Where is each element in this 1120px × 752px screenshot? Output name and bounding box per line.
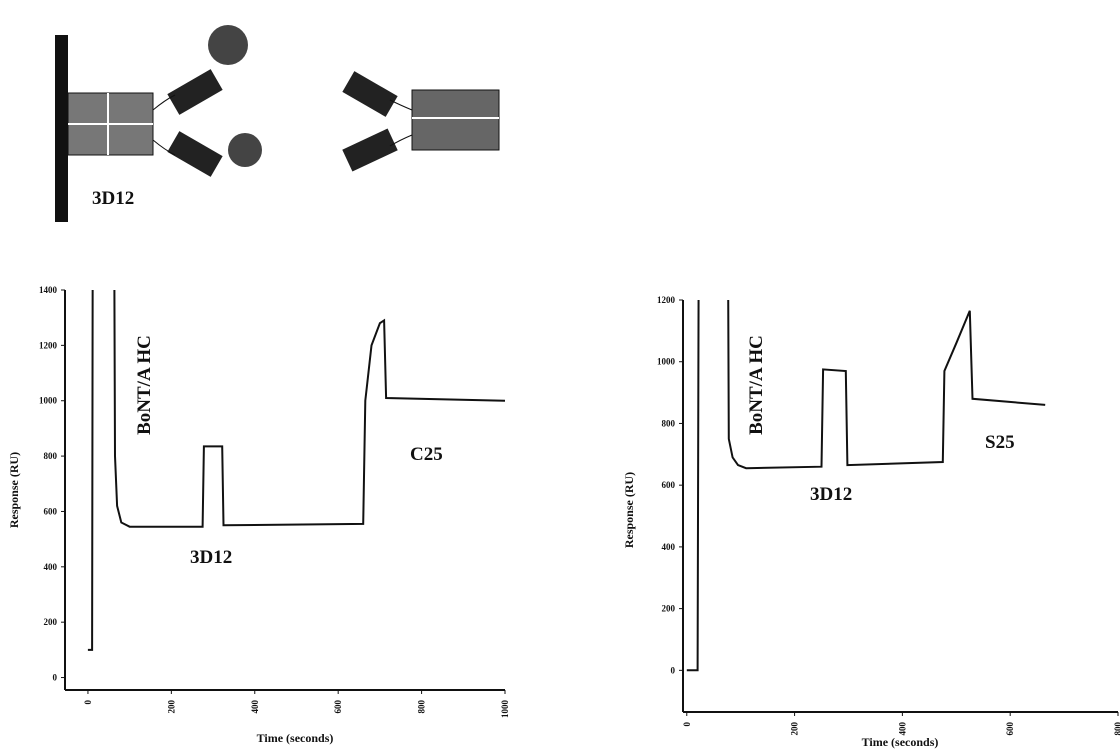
x-tick-label: 1000 bbox=[500, 700, 510, 719]
x-tick-label: 400 bbox=[250, 700, 260, 714]
hinge bbox=[152, 94, 176, 156]
annotation: 3D12 bbox=[810, 484, 852, 505]
antigen bbox=[208, 25, 248, 65]
chart: 0 200 400 600 800 1000 1200 0 200 400 600 800 Time (… bbox=[622, 295, 1120, 749]
y-tick-label: 400 bbox=[662, 542, 676, 552]
vk-domain bbox=[167, 69, 223, 115]
y-axis-label: Response (RU) bbox=[622, 472, 636, 548]
y-tick-label: 0 bbox=[671, 665, 676, 675]
y-tick-label: 800 bbox=[662, 418, 676, 428]
fc-domain bbox=[411, 89, 500, 151]
x-tick-label: 0 bbox=[682, 722, 692, 727]
x-tick-label: 800 bbox=[1113, 722, 1120, 736]
y-tick-label: 600 bbox=[662, 480, 676, 490]
antigen bbox=[228, 133, 262, 167]
antibody-diagram: 3D12 bbox=[55, 25, 500, 222]
x-axis-label: Time (seconds) bbox=[257, 731, 334, 745]
y-tick-label: 1000 bbox=[39, 396, 58, 406]
y-tick-label: 200 bbox=[44, 617, 58, 627]
annotation: 3D12 bbox=[190, 547, 232, 568]
surface bbox=[55, 35, 68, 222]
y-tick-label: 1200 bbox=[657, 295, 676, 305]
y-tick-label: 1400 bbox=[39, 285, 58, 295]
vk-domain bbox=[342, 71, 398, 117]
annotation: S25 bbox=[985, 432, 1015, 453]
x-axis-label: Time (seconds) bbox=[862, 735, 939, 749]
annotation: BoNT/A HC bbox=[134, 335, 155, 435]
annotation: BoNT/A HC bbox=[746, 335, 767, 435]
x-tick-label: 600 bbox=[1005, 722, 1015, 736]
x-tick-label: 0 bbox=[83, 700, 93, 705]
x-tick-label: 400 bbox=[897, 722, 907, 736]
y-tick-label: 800 bbox=[44, 451, 58, 461]
y-tick-label: 200 bbox=[662, 604, 676, 614]
y-tick-label: 1200 bbox=[39, 340, 58, 350]
x-tick-label: 200 bbox=[790, 722, 800, 736]
y-tick-label: 0 bbox=[53, 673, 58, 683]
x-tick-label: 600 bbox=[333, 700, 343, 714]
diagram-label: 3D12 bbox=[92, 188, 134, 209]
hinge bbox=[389, 99, 413, 147]
annotation: C25 bbox=[410, 444, 443, 465]
vk-domain bbox=[167, 131, 223, 177]
data-line bbox=[87, 290, 505, 651]
vk-domain bbox=[342, 128, 398, 172]
y-tick-label: 600 bbox=[44, 506, 58, 516]
y-tick-label: 1000 bbox=[657, 357, 676, 367]
x-tick-label: 800 bbox=[417, 700, 427, 714]
y-tick-label: 400 bbox=[44, 562, 58, 572]
x-tick-label: 200 bbox=[166, 700, 176, 714]
data-line bbox=[686, 300, 1046, 672]
y-axis-label: Response (RU) bbox=[7, 452, 21, 528]
chart: 0 200 400 600 800 1000 1200 1400 0 200 400 600 800 10… bbox=[7, 285, 510, 745]
